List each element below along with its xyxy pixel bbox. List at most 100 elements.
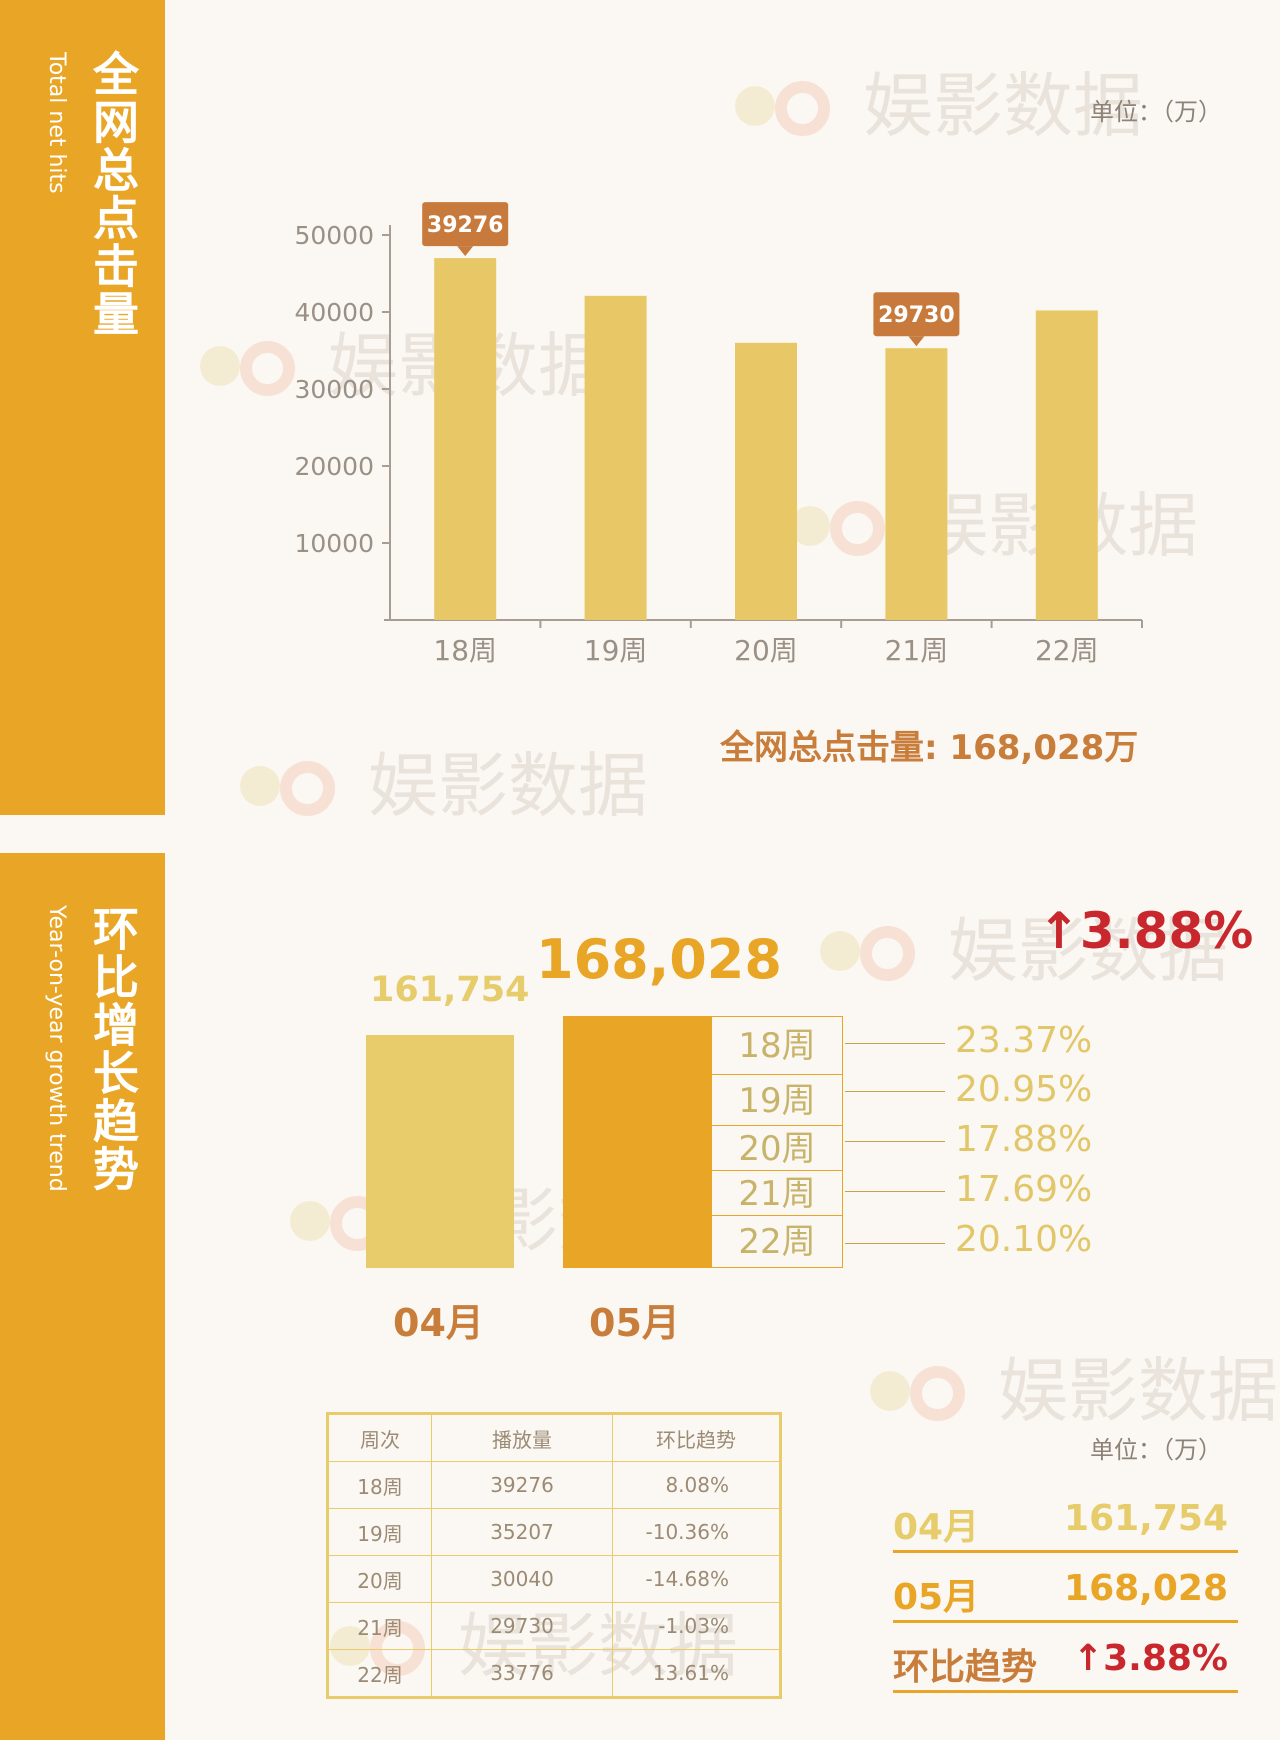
summary-row-trend: 环比趋势 ↑3.88% <box>893 1630 1238 1693</box>
bar <box>584 295 647 620</box>
callout-label: 29730 <box>878 303 955 328</box>
week-percentage: 17.69% <box>955 1169 1093 1210</box>
table-row: 22周 33776 13.61% <box>327 1649 781 1698</box>
may-bar <box>563 1016 711 1268</box>
table-row: 21周 29730 -1.03% <box>327 1602 781 1650</box>
total-hits-summary: 全网总点击量: 168,028万 <box>720 728 1139 768</box>
may-total-value: 168,028 <box>536 928 782 991</box>
watermark-text: 娱影数据 <box>948 910 1228 992</box>
y-tick-label: 30000 <box>294 375 374 404</box>
week-percentage: 20.95% <box>955 1069 1093 1110</box>
table-cell: 22周 <box>327 1649 432 1698</box>
summary-label: 环比趋势 <box>893 1647 1038 1688</box>
table-header-cell: 播放量 <box>431 1413 613 1462</box>
bar <box>1035 310 1098 620</box>
y-tick-label: 50000 <box>294 221 374 250</box>
watermark-logo: 娱影数据 <box>735 50 1143 151</box>
table-cell: 18周 <box>327 1461 432 1509</box>
watermark-text: 娱影数据 <box>998 1350 1278 1432</box>
x-tick-label: 18周 <box>433 634 497 667</box>
growth-trend-panel: 环比增长趋势 Year-on-year growth trend <box>0 853 1280 1740</box>
leader-line <box>845 1243 945 1244</box>
table-row: 19周 35207 -10.36% <box>327 1508 781 1556</box>
sidebar-total-hits: 全网总点击量 Total net hits <box>0 0 165 815</box>
week-percentage: 20.10% <box>955 1219 1093 1260</box>
watermark-logo-icon <box>240 756 360 826</box>
section-title-en: Year-on-year growth trend <box>44 905 69 1192</box>
total-hits-panel: 全网总点击量 Total net hits 娱影数据 娱影数据 娱影数据 娱影数… <box>0 0 1280 827</box>
bar <box>885 348 948 620</box>
leader-line <box>845 1091 945 1092</box>
y-tick-label: 10000 <box>294 529 374 558</box>
unit-label: 单位：（万） <box>1090 98 1222 126</box>
callout-pointer <box>457 246 474 257</box>
table-header-cell: 周次 <box>327 1413 432 1462</box>
summary-row-may: 05月 168,028 <box>893 1560 1238 1623</box>
month-label: 04月 <box>393 1301 484 1345</box>
table-cell: 29730 <box>431 1602 613 1650</box>
week-cell: 21周 <box>711 1170 843 1216</box>
y-tick-label: 40000 <box>294 298 374 327</box>
table-cell: 33776 <box>431 1649 613 1698</box>
table-header-row: 周次 播放量 环比趋势 <box>327 1413 781 1462</box>
april-total-value: 161,754 <box>370 970 530 1010</box>
watermark-logo-icon <box>870 1361 990 1431</box>
summary-row-april: 04月 161,754 <box>893 1490 1238 1553</box>
section-title-cn: 环比增长趋势 <box>86 905 140 1193</box>
week-breakdown: 18周 19周 20周 21周 22周 <box>711 1016 845 1268</box>
table-cell: 39276 <box>431 1461 613 1509</box>
watermark-logo-icon <box>200 336 320 406</box>
watermark-logo: 娱影数据 <box>820 895 1228 996</box>
x-tick-label: 22周 <box>1035 634 1099 667</box>
leader-line <box>845 1191 945 1192</box>
table-cell: -1.03% <box>612 1602 781 1650</box>
summary-value: 161,754 <box>1064 1498 1228 1539</box>
week-cell: 18周 <box>711 1016 843 1075</box>
table-cell: 13.61% <box>612 1649 781 1698</box>
table-cell: 19周 <box>327 1508 432 1556</box>
callout-pointer <box>908 336 925 347</box>
section-title-cn: 全网总点击量 <box>86 50 140 338</box>
summary-label: 05月 <box>893 1577 980 1618</box>
y-tick-label: 20000 <box>294 452 374 481</box>
table-cell: -10.36% <box>612 1508 781 1556</box>
month-label: 05月 <box>589 1301 680 1345</box>
weekly-data-table: 周次 播放量 环比趋势 18周 39276 8.08% 19周 35207 -1… <box>326 1412 782 1699</box>
callout-label: 39276 <box>427 213 504 238</box>
summary-label: 04月 <box>893 1507 980 1548</box>
watermark-logo-icon <box>735 76 855 146</box>
sidebar-growth-trend: 环比增长趋势 Year-on-year growth trend <box>0 853 165 1740</box>
april-bar <box>366 1035 514 1268</box>
x-tick-label: 21周 <box>885 634 949 667</box>
summary-value: ↑3.88% <box>1072 1638 1228 1679</box>
watermark-logo: 娱影数据 <box>240 730 648 831</box>
watermark-logo: 娱影数据 <box>870 1335 1278 1436</box>
x-tick-label: 20周 <box>734 634 798 667</box>
table-cell: -14.68% <box>612 1555 781 1603</box>
x-tick-label: 19周 <box>584 634 648 667</box>
section-title-en: Total net hits <box>44 52 69 194</box>
week-cell: 22周 <box>711 1215 843 1268</box>
bar <box>434 258 497 620</box>
watermark-logo-icon <box>820 921 940 991</box>
table-cell: 35207 <box>431 1508 613 1556</box>
table-cell: 21周 <box>327 1602 432 1650</box>
table-row: 18周 39276 8.08% <box>327 1461 781 1509</box>
leader-line <box>845 1141 945 1142</box>
table-cell: 8.08% <box>612 1461 781 1509</box>
watermark-text: 娱影数据 <box>863 65 1143 147</box>
unit-label: 单位：（万） <box>1090 1436 1222 1464</box>
week-percentage: 17.88% <box>955 1119 1093 1160</box>
table-header-cell: 环比趋势 <box>612 1413 781 1462</box>
summary-value: 168,028 <box>1064 1568 1228 1609</box>
bar <box>735 342 797 620</box>
week-cell: 20周 <box>711 1125 843 1171</box>
weekly-hits-bar-chart: 10000 20000 30000 40000 50000 18周 19周 20周 21周 22周… <box>294 202 1143 667</box>
watermark-text: 娱影数据 <box>368 745 648 827</box>
table-cell: 20周 <box>327 1555 432 1603</box>
callout-box <box>873 292 960 337</box>
week-cell: 19周 <box>711 1074 843 1126</box>
week-percentage: 23.37% <box>955 1020 1093 1061</box>
table-row: 20周 30040 -14.68% <box>327 1555 781 1603</box>
leader-line <box>845 1043 945 1044</box>
